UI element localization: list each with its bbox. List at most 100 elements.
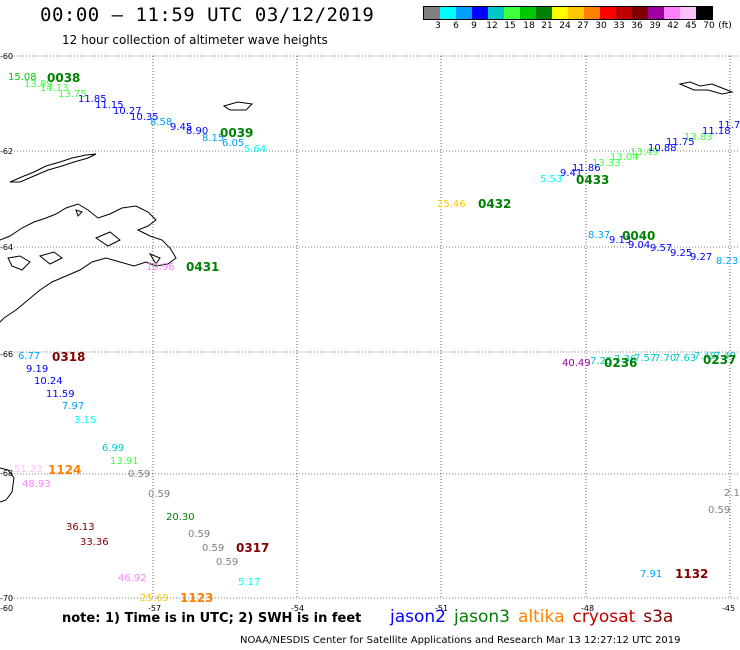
longitude-label: -54 [291,604,304,613]
coastline-west-edge [0,467,15,503]
swh-value: 33.36 [80,537,109,548]
track-id-label: 0317 [236,541,269,555]
track-id-label: 0433 [576,173,609,187]
legend-swatch-11 [600,7,616,19]
longitude-label: -60 [0,604,13,613]
swh-value: 7.57 [634,353,656,364]
legend-label: 24 [559,21,571,31]
swh-value: 0.59 [128,469,150,480]
legend-swatch-9 [568,7,584,19]
swh-value: 2.1 [724,488,740,499]
track-id-label: 0236 [604,356,637,370]
satellite-jason2: jason2 [390,607,446,627]
longitude-label: -45 [722,604,735,613]
legend-swatch-1 [440,7,456,19]
legend-swatch-4 [488,7,504,19]
legend-swatch-16 [680,7,696,19]
axis-labels: -60-62-64-66-68-70-60 -57 -54 -51 -48 -45 [0,52,735,613]
swh-value: 0.59 [188,529,210,540]
swh-value: 7.49 [714,351,736,362]
swh-value: 10.24 [34,376,63,387]
legend-swatch-8 [552,7,568,19]
swh-value: 8.15 [202,133,224,144]
swh-value: 10.96 [146,262,175,273]
swh-value: 9.04 [628,240,650,251]
swh-value: 11.7 [718,120,740,131]
satellite-legend: jason2 jason3 altika cryosat s3a [390,607,681,627]
latitude-label: -66 [0,350,13,359]
swh-value: 13.49 [630,147,659,158]
track-id-label: 0318 [52,350,85,364]
latitude-label: -64 [0,243,13,252]
swh-value: 9.13 [609,235,631,246]
legend-swatch-0 [424,7,440,19]
swh-value: 7.36 [614,354,636,365]
coastline-islet [222,101,254,111]
legend-swatch-5 [504,7,520,19]
swh-value: 40.49 [562,358,591,369]
legend-swatch-17 [696,7,712,19]
legend-label: 45 [685,21,697,31]
swh-value: 9.25 [670,248,692,259]
swh-value: 51.23 [14,464,43,475]
swh-value: 8.58 [150,117,172,128]
swh-value: 10.88 [648,143,677,154]
swh-value: 13.04 [610,152,639,163]
page-title: 00:00 – 11:59 UTC 03/12/2019 [40,4,375,26]
swh-value: 0.59 [708,505,730,516]
track-id-label: 0237 [703,353,736,367]
latitude-label: -70 [0,594,13,603]
legend-swatch-13 [632,7,648,19]
page-subtitle: 12 hour collection of altimeter wave hei… [62,33,328,47]
legend-label: 39 [649,21,661,31]
satellite-altika: altika [518,607,565,627]
satellite-s3a: s3a [643,607,674,627]
legend-swatch-2 [456,7,472,19]
swh-value: 0.59 [148,489,170,500]
credit-line: NOAA/NESDIS Center for Satellite Applica… [240,635,681,646]
legend-swatch-10 [584,7,600,19]
swh-value: 5.17 [238,577,260,588]
satellite-cryosat: cryosat [572,607,636,627]
track-id-label: 0432 [478,197,511,211]
swh-value: 0.59 [216,557,238,568]
track-id-label: 1132 [675,567,708,581]
satellite-jason3: jason3 [454,607,510,627]
legend-swatch-3 [472,7,488,19]
legend-label: 12 [486,21,498,31]
legend-swatches [423,6,713,20]
swh-value: 36.13 [66,522,95,533]
legend-label: 21 [541,21,553,31]
coastline-south-orkney [678,81,734,95]
legend-swatch-15 [664,7,680,19]
swh-value: 8.37 [588,230,610,241]
swh-value: 7.91 [640,569,662,580]
swh-value: 13.91 [110,456,139,467]
track-id-label: 0431 [186,260,219,274]
legend-swatch-12 [616,7,632,19]
track-id-label: 1123 [180,591,213,605]
coastline-south-shetland [9,153,97,183]
swh-value: 11.59 [46,389,75,400]
swh-value: 14.13 [40,83,69,94]
swh-value: 8.23 [716,256,738,267]
swh-value: 13.83 [684,132,713,143]
swh-value: 20.30 [166,512,195,523]
swh-values: 15.0813.8914.1313.7511.8511.1510.2710.35… [8,72,740,604]
swh-value: 9.57 [650,243,672,254]
swh-value: 3.15 [74,415,96,426]
legend-label: 42 [667,21,679,31]
legend-labels: 3 6 9 12 15 18 21 24 27 30 33 36 39 42 45 70 (ft) [423,21,733,33]
legend-swatch-7 [536,7,552,19]
swh-value: 25.69 [140,593,169,604]
swh-value: 15.08 [8,72,37,83]
legend-label: 30 [595,21,607,31]
longitude-label: -57 [148,604,161,613]
swh-value: 8.90 [186,126,208,137]
legend-label: 36 [631,21,643,31]
coastline-islet-2 [75,209,83,217]
track-id-label: 0038 [47,71,80,85]
legend-label: 27 [577,21,589,31]
swh-value: 48.93 [22,479,51,490]
